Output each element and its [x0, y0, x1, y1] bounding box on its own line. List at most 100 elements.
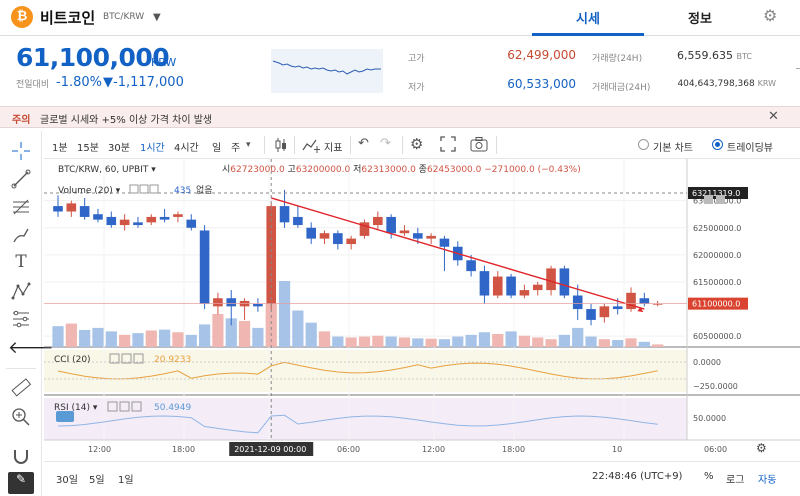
tradingview-label[interactable]: 트레이딩뷰	[727, 143, 773, 154]
candle-body	[279, 206, 290, 223]
toggle-log[interactable]: 로그	[726, 475, 745, 486]
candle-body	[106, 216, 117, 226]
volume-bar	[92, 327, 104, 347]
volume-bar	[225, 318, 237, 347]
rsi-value: 50.4949	[154, 403, 191, 413]
toggle-auto[interactable]: 자동	[758, 475, 777, 486]
candle-body	[652, 303, 663, 305]
header: ₿ 비트코인 BTC/KRW ▼ 시세 정보 ⚙	[0, 0, 800, 36]
timeframe-day[interactable]: 일	[212, 143, 222, 154]
timeframe-4h[interactable]: 4시간	[174, 143, 199, 154]
symbol-line: BTC/KRW, 60, UPBIT ▾	[58, 165, 156, 175]
candle-body	[399, 230, 410, 234]
legend-button	[133, 353, 144, 364]
rsi-legend: RSI (14) ▾	[54, 403, 98, 413]
candle-body	[439, 238, 450, 247]
candle-body	[413, 233, 423, 239]
zoom-in-icon[interactable]	[8, 406, 34, 428]
camera-icon[interactable]	[470, 136, 488, 156]
volume-extra: 없음	[196, 185, 213, 196]
tab-active-indicator	[532, 33, 644, 36]
candle-body	[226, 298, 237, 307]
divider	[264, 136, 265, 154]
arrow-left-icon[interactable]: 🡐	[8, 338, 54, 358]
time-tick-label: 18:00	[172, 445, 195, 454]
timeframe-30m[interactable]: 30분	[108, 143, 130, 154]
chevron-down-icon[interactable]: ▼	[153, 12, 161, 23]
redo-icon[interactable]: ↷	[380, 136, 391, 151]
text-icon[interactable]: T	[15, 252, 27, 272]
ohlc-legend: 시62723000.0 고63200000.0 저62313000.0 종624…	[222, 164, 581, 175]
volume-bar	[265, 303, 277, 347]
fullscreen-icon[interactable]	[440, 136, 456, 156]
chart-canvas[interactable]: 63000000.062500000.062000000.061500000.0…	[44, 159, 800, 461]
crosshair-price-bg	[688, 187, 748, 199]
timeframe-15m[interactable]: 15분	[77, 143, 99, 154]
fib-icon[interactable]	[8, 196, 34, 218]
trendline-icon[interactable]	[8, 168, 34, 190]
price-unit: KRW	[151, 56, 177, 69]
radio-tradingview[interactable]	[712, 139, 723, 150]
bitcoin-icon: ₿	[11, 6, 33, 28]
price-tick-label: 61500000.0	[693, 278, 741, 287]
toggle-percent[interactable]: %	[704, 471, 714, 482]
coin-name[interactable]: 비트코인	[40, 9, 96, 27]
tradingview-logo-icon	[56, 411, 74, 422]
pattern-icon[interactable]	[8, 280, 34, 302]
candlestick-icon[interactable]	[274, 136, 288, 158]
rsi-panel	[44, 398, 687, 440]
candle-body	[146, 216, 157, 223]
candle-body	[426, 235, 436, 239]
prediction-icon[interactable]	[8, 308, 34, 330]
hide-drawings-icon[interactable]: ✎	[8, 472, 34, 494]
volume-bar	[572, 327, 584, 347]
chevron-down-icon[interactable]: ▾	[246, 140, 251, 150]
pane-up-icon	[704, 195, 713, 204]
tab-info[interactable]: 정보	[688, 12, 712, 27]
timeframe-1h[interactable]: 1시간	[140, 143, 165, 154]
brush-icon[interactable]	[8, 224, 34, 246]
range-30d[interactable]: 30일	[56, 475, 78, 486]
high-label: 고가	[408, 54, 425, 64]
magnet-icon[interactable]	[8, 445, 34, 467]
cci-panel	[44, 350, 687, 392]
rsi-tick-label: 50.0000	[693, 414, 726, 423]
crosshair-time-bg	[229, 442, 314, 456]
volume-bar	[438, 339, 451, 347]
candle-body	[373, 216, 383, 226]
crosshair-icon[interactable]	[8, 140, 34, 162]
divider	[496, 136, 497, 154]
ruler-icon[interactable]	[8, 376, 34, 398]
undo-icon[interactable]: ↶	[358, 136, 369, 151]
indicator-icon[interactable]	[302, 136, 322, 158]
gear-icon[interactable]: ⚙	[763, 6, 778, 25]
settings-icon[interactable]: ⚙	[410, 135, 424, 153]
candle-body	[79, 206, 90, 217]
clock[interactable]: 22:48:46 (UTC+9)	[592, 471, 683, 482]
range-5d[interactable]: 5일	[89, 475, 105, 486]
price-chart[interactable]: 63000000.062500000.062000000.061500000.0…	[44, 159, 800, 461]
indicator-button[interactable]: 지표	[324, 143, 343, 154]
timeframe-1m[interactable]: 1분	[52, 143, 68, 154]
candle-body	[133, 222, 143, 226]
high-value: 62,499,000	[507, 48, 576, 62]
basic-chart-label[interactable]: 기본 차트	[653, 143, 693, 154]
radio-basic-chart[interactable]	[638, 139, 649, 150]
range-1d[interactable]: 1일	[118, 475, 134, 486]
time-tick-label: 12:00	[422, 445, 445, 454]
crosshair-price-label: 63211319.0	[692, 189, 740, 198]
timeframe-week[interactable]: 주	[231, 143, 241, 154]
volume-bar	[492, 333, 504, 347]
volume-label: 거래량(24H)	[592, 54, 643, 64]
divider	[796, 68, 800, 69]
candle-body	[186, 219, 197, 228]
mini-chart[interactable]	[271, 49, 383, 93]
volume-legend: Volume (20) ▾	[58, 186, 121, 196]
candle-body	[346, 238, 356, 245]
tab-price[interactable]: 시세	[576, 12, 600, 27]
volume-bar	[238, 320, 251, 347]
volume-bar	[532, 337, 544, 347]
candle-body	[626, 292, 636, 310]
close-icon[interactable]: ✕	[768, 109, 779, 124]
volume-bar	[252, 327, 264, 347]
